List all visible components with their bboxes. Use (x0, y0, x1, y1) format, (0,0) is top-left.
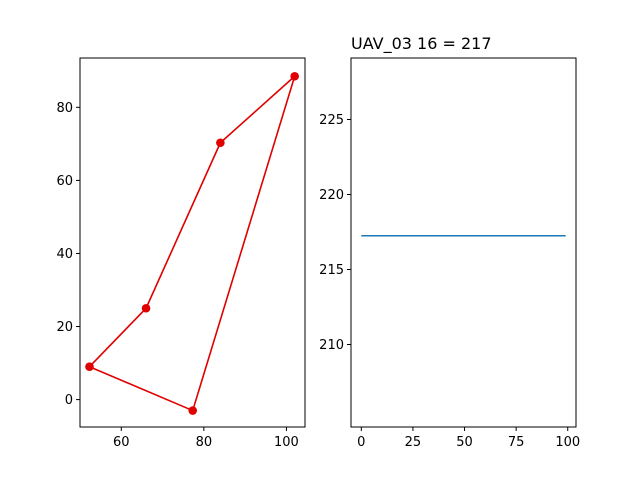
left-data-point (290, 71, 299, 81)
left-series-layer (85, 71, 299, 415)
left-y-tick-label: 20 (56, 320, 73, 335)
right-axes-frame (350, 57, 577, 428)
left-y-tick-label: 60 (56, 174, 73, 189)
left-y-tick-label: 40 (56, 247, 73, 262)
left-y-tick-label: 80 (56, 101, 73, 116)
left-data-point (141, 303, 151, 313)
right-y-tick-label: 220 (319, 188, 344, 203)
right-y-tick-label: 225 (319, 113, 344, 128)
right-x-tick-label: 25 (405, 435, 422, 450)
chart-title: UAV_03 16 = 217 (351, 34, 492, 54)
right-y-tick-label: 210 (319, 338, 344, 353)
left-axes-frame (79, 57, 306, 428)
left-x-axis: 60 80 100 (113, 427, 299, 450)
left-data-point (85, 362, 94, 372)
right-x-tick-label: 0 (357, 435, 365, 450)
right-x-tick-label: 75 (508, 435, 525, 450)
right-x-tick-label: 100 (555, 435, 580, 450)
left-y-tick-label: 0 (65, 393, 73, 408)
left-x-tick-label: 80 (196, 435, 213, 450)
left-y-axis: 0 20 40 60 80 (56, 101, 80, 408)
right-y-tick-label: 215 (319, 263, 344, 278)
right-y-axis: 210 215 220 225 (319, 113, 351, 353)
left-x-tick-label: 60 (113, 435, 130, 450)
left-data-point (216, 138, 225, 148)
left-series-line (88, 75, 296, 412)
left-plot-panel: 60 80 100 0 20 40 60 80 (56, 57, 306, 450)
right-x-axis: 0 25 50 75 100 (357, 427, 580, 450)
left-x-tick-label: 100 (274, 435, 299, 450)
left-data-point (188, 406, 198, 415)
right-plot-panel: UAV_03 16 = 217 0 25 50 75 100 210 215 220 225 (319, 34, 580, 450)
right-x-tick-label: 50 (456, 435, 473, 450)
